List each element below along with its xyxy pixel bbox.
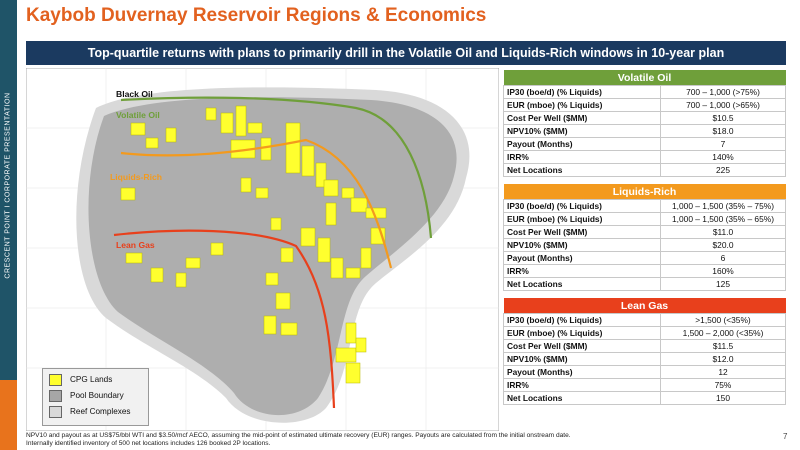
legend-label: CPG Lands [70,375,113,385]
row-label: IRR% [503,264,661,278]
table-row: NPV10% ($MM) $12.0 [503,352,786,366]
table-row: Cost Per Well ($MM) $10.5 [503,111,786,125]
row-label: IP30 (boe/d) (% Liquids) [503,85,661,99]
legend-item-pool-boundary: Pool Boundary [49,390,124,402]
table-row: IRR% 75% [503,378,786,392]
table-row: NPV10% ($MM) $20.0 [503,238,786,252]
row-label: IRR% [503,150,661,164]
table-row: Cost Per Well ($MM) $11.5 [503,339,786,353]
economics-tables: Volatile Oil IP30 (boe/d) (% Liquids) 700… [503,70,786,405]
page-title: Kaybob Duvernay Reservoir Regions & Econ… [26,5,487,26]
volatile-oil-label: Volatile Oil [116,110,160,120]
row-value: 160% [660,264,786,278]
table-row: IP30 (boe/d) (% Liquids) >1,500 (<35%) [503,313,786,327]
row-value: 6 [660,251,786,265]
sidebar-text: CRESCENT POINT I CORPORATE PRESENTATION [4,92,12,279]
footnote-line-2: Internally identified inventory of 500 n… [26,440,271,447]
row-value: $11.0 [660,225,786,239]
row-label: Net Locations [503,277,661,291]
row-label: IP30 (boe/d) (% Liquids) [503,313,661,327]
table-row: IP30 (boe/d) (% Liquids) 1,000 – 1,500 (3… [503,199,786,213]
row-label: EUR (mboe) (% Liquids) [503,98,661,112]
row-label: EUR (mboe) (% Liquids) [503,212,661,226]
table-row: IRR% 160% [503,264,786,278]
liquids-rich-table: Liquids-Rich IP30 (boe/d) (% Liquids) 1,0… [503,184,786,291]
row-label: Cost Per Well ($MM) [503,111,661,125]
sidebar-accent [0,380,17,450]
table-header-liquids-rich: Liquids-Rich [503,184,786,200]
table-row: Cost Per Well ($MM) $11.0 [503,225,786,239]
legend-swatch-pool-boundary [49,390,62,402]
legend-swatch-cpg-lands [49,374,62,386]
table-row: EUR (mboe) (% Liquids) 1,500 – 2,000 (<35… [503,326,786,340]
row-value: 700 – 1,000 (>65%) [660,98,786,112]
lean-gas-table: Lean Gas IP30 (boe/d) (% Liquids) >1,500 … [503,298,786,405]
row-value: 700 – 1,000 (>75%) [660,85,786,99]
table-header-lean-gas: Lean Gas [503,298,786,314]
cpg-lands [120,105,387,384]
legend-label: Pool Boundary [70,391,124,401]
table-row: Payout (Months) 7 [503,137,786,151]
row-value: 140% [660,150,786,164]
row-label: Payout (Months) [503,365,661,379]
row-label: IP30 (boe/d) (% Liquids) [503,199,661,213]
legend-item-reef-complexes: Reef Complexes [49,406,131,418]
row-label: EUR (mboe) (% Liquids) [503,326,661,340]
liquids-rich-label: Liquids-Rich [110,172,163,182]
row-value: 1,500 – 2,000 (<35%) [660,326,786,340]
row-value: 7 [660,137,786,151]
row-value: $12.0 [660,352,786,366]
sidebar-text-area: CRESCENT POINT I CORPORATE PRESENTATION [0,0,17,380]
table-row: EUR (mboe) (% Liquids) 1,000 – 1,500 (35%… [503,212,786,226]
row-label: IRR% [503,378,661,392]
row-value: 150 [660,391,786,405]
row-value: 1,000 – 1,500 (35% – 65%) [660,212,786,226]
row-value: >1,500 (<35%) [660,313,786,327]
table-header-volatile-oil: Volatile Oil [503,70,786,86]
table-row: Net Locations 125 [503,277,786,291]
row-value: $18.0 [660,124,786,138]
map-legend: CPG Lands Pool Boundary Reef Complexes [42,368,149,426]
table-row: Payout (Months) 6 [503,251,786,265]
legend-label: Reef Complexes [70,407,131,417]
legend-item-cpg-lands: CPG Lands [49,374,112,386]
table-row: IP30 (boe/d) (% Liquids) 700 – 1,000 (>75… [503,85,786,99]
table-row: EUR (mboe) (% Liquids) 700 – 1,000 (>65%) [503,98,786,112]
row-value: $10.5 [660,111,786,125]
row-label: Net Locations [503,391,661,405]
liquids-rich-line [120,138,393,269]
table-row: NPV10% ($MM) $18.0 [503,124,786,138]
row-label: Cost Per Well ($MM) [503,339,661,353]
row-value: 12 [660,365,786,379]
table-row: Net Locations 150 [503,391,786,405]
lean-gas-line [113,229,336,409]
row-label: Payout (Months) [503,137,661,151]
row-label: NPV10% ($MM) [503,124,661,138]
footnote: NPV10 and payout as at US$75/bbl WTI and… [26,432,766,448]
table-row: IRR% 140% [503,150,786,164]
table-row: Net Locations 225 [503,163,786,177]
page-number: 7 [783,432,788,441]
row-value: 75% [660,378,786,392]
black-oil-label: Black Oil [116,89,153,99]
row-value: 225 [660,163,786,177]
pool-boundary-area [88,97,457,416]
row-value: 1,000 – 1,500 (35% – 75%) [660,199,786,213]
row-value: $20.0 [660,238,786,252]
footnote-line-1: NPV10 and payout as at US$75/bbl WTI and… [26,432,571,439]
volatile-oil-table: Volatile Oil IP30 (boe/d) (% Liquids) 700… [503,70,786,177]
sidebar-strip: CRESCENT POINT I CORPORATE PRESENTATION [0,0,17,450]
row-label: NPV10% ($MM) [503,238,661,252]
subtitle-banner: Top-quartile returns with plans to prima… [26,41,786,65]
black-oil-line [120,96,433,239]
row-value: 125 [660,277,786,291]
row-value: $11.5 [660,339,786,353]
legend-swatch-reef-complexes [49,406,62,418]
table-row: Payout (Months) 12 [503,365,786,379]
row-label: Cost Per Well ($MM) [503,225,661,239]
row-label: Net Locations [503,163,661,177]
row-label: NPV10% ($MM) [503,352,661,366]
row-label: Payout (Months) [503,251,661,265]
lean-gas-label: Lean Gas [116,240,155,250]
